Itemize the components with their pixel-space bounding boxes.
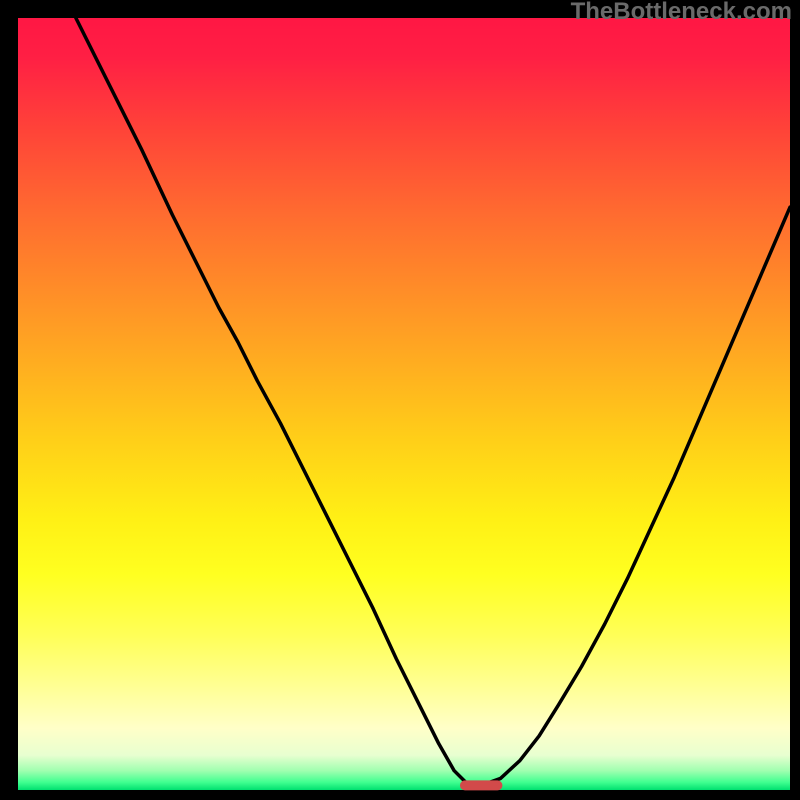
bottleneck-chart (0, 0, 800, 800)
watermark-text: TheBottleneck.com (571, 0, 792, 26)
chart-container: TheBottleneck.com (0, 0, 800, 800)
optimal-marker (460, 780, 502, 790)
